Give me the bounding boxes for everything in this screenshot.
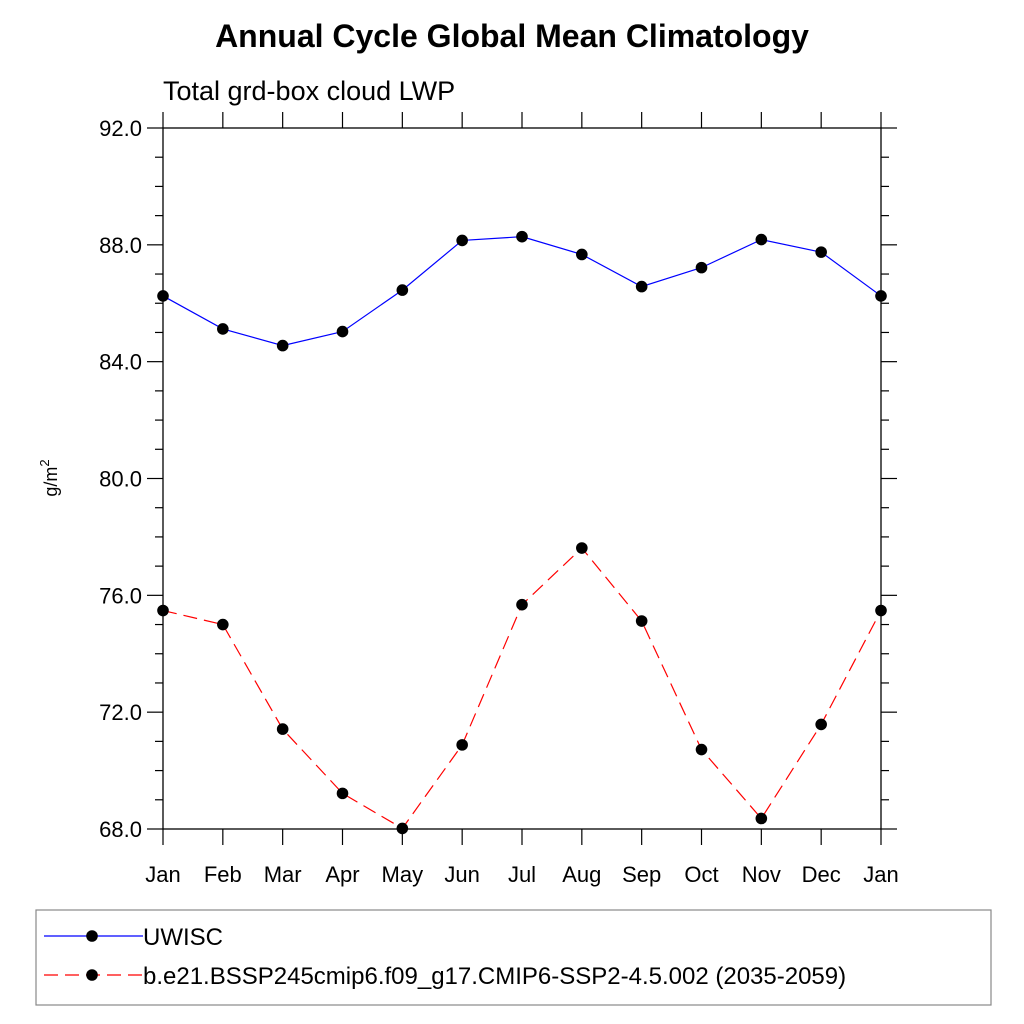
legend-marker-uwisc <box>86 930 98 942</box>
data-point-series-0 <box>815 246 827 258</box>
x-tick-label: Feb <box>204 862 242 887</box>
data-point-series-1 <box>217 618 229 631</box>
x-tick-label: Dec <box>802 862 841 887</box>
y-tick-label: 72.0 <box>99 700 142 725</box>
chart-title: Annual Cycle Global Mean Climatology <box>215 18 809 54</box>
data-point-series-0 <box>456 234 468 247</box>
svg-text:g/m2: g/m2 <box>37 459 61 496</box>
series-layer <box>157 230 887 835</box>
chart-subtitle: Total grd-box cloud LWP <box>163 76 455 106</box>
data-point-series-0 <box>755 233 768 246</box>
x-tick-label: Jun <box>444 862 479 887</box>
x-tick-label: Jul <box>508 862 536 887</box>
data-point-series-1 <box>755 812 768 825</box>
data-point-series-0 <box>576 248 588 261</box>
legend: UWISC b.e21.BSSP245cmip6.f09_g17.CMIP6-S… <box>35 909 992 1006</box>
y-axis-label-text: g/m <box>41 467 61 497</box>
x-tick-label: Jan <box>145 862 180 887</box>
data-point-series-0 <box>516 230 528 243</box>
legend-marker-model <box>86 969 98 981</box>
data-point-series-1 <box>875 604 887 617</box>
x-tick-label: Mar <box>264 862 302 887</box>
x-tick-label: May <box>382 862 424 887</box>
data-point-series-0 <box>875 290 887 302</box>
data-point-series-1 <box>456 739 468 751</box>
y-tick-label: 80.0 <box>99 467 142 492</box>
data-point-series-1 <box>815 718 827 731</box>
legend-label-uwisc: UWISC <box>143 924 223 951</box>
x-tick-label: Nov <box>742 862 781 887</box>
data-point-series-1 <box>157 604 169 617</box>
x-tick-label: Sep <box>622 862 661 887</box>
series-line-1 <box>162 547 882 830</box>
data-point-series-1 <box>396 822 409 835</box>
data-point-series-0 <box>635 280 648 293</box>
y-axis-label-superscript: 2 <box>37 459 52 466</box>
data-point-series-1 <box>635 615 648 627</box>
data-point-series-0 <box>396 284 409 296</box>
axes: 68.0 72.0 76.0 80.0 84.0 88.0 92.0 Jan Feb Mar Apr… <box>99 112 899 887</box>
data-point-series-0 <box>217 323 229 335</box>
legend-box <box>35 909 992 1006</box>
data-point-series-1 <box>336 787 349 800</box>
data-point-series-0 <box>695 261 708 274</box>
y-tick-label: 92.0 <box>99 116 142 141</box>
data-point-series-1 <box>576 542 588 554</box>
y-tick-label: 68.0 <box>99 817 142 842</box>
data-point-series-0 <box>276 339 289 352</box>
data-point-series-1 <box>695 743 708 756</box>
x-tick-label: Jan <box>863 862 898 887</box>
y-tick-label: 76.0 <box>99 583 142 608</box>
data-point-series-0 <box>336 325 349 338</box>
legend-label-model: b.e21.BSSP245cmip6.f09_g17.CMIP6-SSP2-4.… <box>143 963 846 990</box>
y-tick-label: 84.0 <box>99 350 142 375</box>
x-tick-label: Aug <box>562 862 601 887</box>
data-point-series-1 <box>516 598 528 611</box>
x-tick-label: Oct <box>684 862 718 887</box>
y-axis-label: g/m2 <box>37 459 61 496</box>
x-tick-label: Apr <box>325 862 359 887</box>
data-point-series-1 <box>276 723 289 735</box>
y-tick-label: 88.0 <box>99 233 142 258</box>
data-point-series-0 <box>157 290 169 302</box>
series-line-0 <box>162 236 882 347</box>
